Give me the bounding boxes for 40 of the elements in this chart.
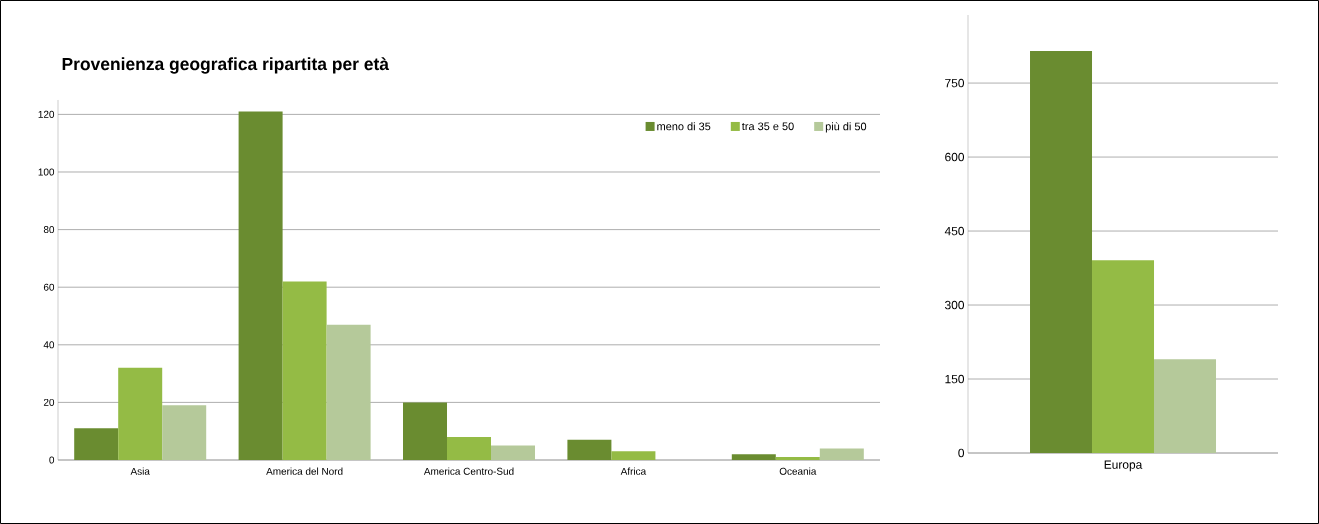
bar — [1092, 260, 1155, 453]
y-tick-label: 100 — [38, 168, 55, 176]
legend-label: più di 50 — [825, 122, 867, 133]
y-tick-label: 150 — [945, 374, 965, 384]
x-tick-label: America del Nord — [266, 467, 343, 475]
bar — [567, 439, 612, 460]
bar — [282, 281, 327, 460]
bar — [162, 405, 207, 460]
y-tick-label: 20 — [43, 398, 55, 406]
y-tick-label: 120 — [38, 110, 55, 118]
chart-title: Provenienza geografica ripartita per età — [62, 57, 390, 74]
bar — [775, 457, 820, 460]
y-tick-label: 40 — [43, 341, 55, 349]
y-tick-label: 80 — [43, 226, 55, 234]
bar — [819, 448, 864, 460]
bar — [118, 367, 163, 460]
x-tick-label: America Centro-Sud — [423, 467, 514, 475]
x-tick-label: Oceania — [779, 467, 817, 475]
bar — [491, 445, 536, 460]
y-tick-label: 600 — [945, 152, 965, 162]
x-tick-label: Asia — [130, 467, 150, 475]
bar — [74, 428, 119, 460]
legend-label: tra 35 e 50 — [741, 122, 794, 131]
bar — [447, 436, 491, 460]
bar — [1154, 359, 1217, 453]
bar — [326, 324, 371, 460]
legend-label: meno di 35 — [657, 122, 711, 131]
bar — [238, 111, 283, 460]
y-tick-label: 750 — [945, 78, 965, 88]
x-tick-label: Europa — [1104, 460, 1143, 472]
bar — [403, 402, 447, 460]
bar — [611, 451, 656, 460]
y-tick-label: 0 — [958, 448, 965, 458]
y-tick-label: 450 — [944, 226, 965, 236]
y-tick-label: 300 — [945, 300, 965, 310]
y-tick-label: 60 — [43, 283, 55, 291]
bar — [1030, 51, 1093, 453]
bar — [731, 454, 776, 460]
x-tick-label: Africa — [620, 467, 647, 475]
y-tick-label: 0 — [49, 456, 55, 464]
